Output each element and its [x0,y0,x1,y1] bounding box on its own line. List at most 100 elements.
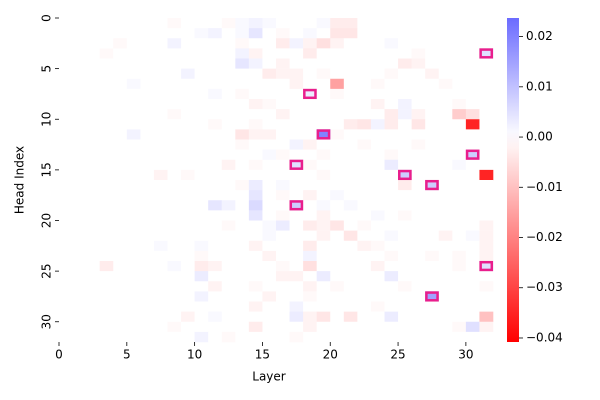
heatmap-cell [425,240,440,252]
heatmap-cell [181,119,195,130]
colorbar-tick-label: 0.01 [526,79,553,93]
heatmap-cell [181,109,195,120]
heatmap-cell [99,250,114,262]
heatmap-cell [303,180,317,191]
heatmap-cell [330,180,345,191]
heatmap-cell [398,281,412,292]
heatmap-cell [303,159,317,171]
heatmap-cell [384,220,399,231]
heatmap-cell [343,301,358,312]
heatmap-cell [452,169,467,181]
heatmap-cell [262,321,277,333]
heatmap-cell [235,28,250,39]
heatmap-cell [303,169,317,181]
heatmap-cell [343,88,358,100]
heatmap-cell [398,230,412,242]
heatmap-cell [262,291,277,302]
heatmap-cell [153,129,168,140]
heatmap-cell [370,220,385,231]
heatmap-cell [86,129,100,140]
heatmap-cell [425,58,440,69]
heatmap-cell [452,240,467,252]
heatmap-cell [452,109,467,120]
heatmap-cell [370,99,385,110]
heatmap-cell [153,78,168,90]
heatmap-cell [276,261,290,272]
heatmap-cell [140,291,155,302]
heatmap-cell [181,281,195,292]
heatmap-cell [235,99,250,110]
heatmap-cell [411,210,426,221]
heatmap-cell [411,250,426,262]
heatmap-cell [126,281,141,292]
heatmap-cell [343,48,358,59]
heatmap-cell [276,311,290,323]
heatmap-cell [384,200,399,211]
heatmap-cell [479,99,494,110]
heatmap-cell [126,139,141,150]
heatmap-cell [140,271,155,282]
heatmap-cell [330,321,345,333]
heatmap-cell [262,88,277,100]
heatmap-cell [398,331,412,343]
heatmap-cell [140,58,155,69]
heatmap-cell [86,331,100,343]
heatmap-cell [153,321,168,333]
heatmap-cell [262,210,277,221]
heatmap-cell [248,210,263,221]
heatmap-cell [221,68,236,80]
heatmap-cell [357,180,372,191]
highlight-box [479,48,494,59]
heatmap-cell [452,119,467,130]
heatmap-cell [221,38,236,49]
heatmap-cell [262,190,277,201]
heatmap-cell [425,169,440,181]
heatmap-cell [262,119,277,130]
heatmap-cell [126,119,141,130]
heatmap-cell [72,230,87,242]
heatmap-cell [126,311,141,323]
heatmap-cell [276,129,290,140]
heatmap-cell [330,28,345,39]
heatmap-cell [208,78,223,90]
heatmap-cell [370,48,385,59]
heatmap-cell [343,220,358,231]
heatmap-cell [235,58,250,69]
heatmap-cell [153,230,168,242]
heatmap-cell [59,159,73,171]
heatmap-cell [99,180,114,191]
heatmap-cell [72,210,87,221]
heatmap-cell [303,311,317,323]
heatmap-cell [59,18,73,29]
heatmap-cell [140,220,155,231]
heatmap-cell [86,78,100,90]
heatmap-cell [343,311,358,323]
heatmap-cell [384,321,399,333]
heatmap-cell [370,18,385,29]
heatmap-cell [370,301,385,312]
heatmap-cell [248,38,263,49]
heatmap-cell [425,129,440,140]
heatmap-cell [316,109,331,120]
heatmap-cell [303,240,317,252]
heatmap-cell [438,240,453,252]
heatmap-cell [221,149,236,161]
heatmap-cell [276,149,290,161]
heatmap-cell [235,159,250,171]
heatmap-cell [411,261,426,272]
heatmap-cell [99,291,114,302]
heatmap-cell [316,250,331,262]
heatmap-cell [438,210,453,221]
heatmap-cell [289,88,304,100]
heatmap-cell [113,291,128,302]
heatmap-cell [370,78,385,90]
heatmap-cell [113,200,128,211]
heatmap-cell [153,99,168,110]
heatmap-cell [479,78,494,90]
heatmap-cell [303,88,317,100]
heatmap-cell [438,169,453,181]
heatmap-cell [153,291,168,302]
heatmap-cell [357,321,372,333]
y-axis-label: Head Index [13,146,27,214]
heatmap-cell [194,230,209,242]
